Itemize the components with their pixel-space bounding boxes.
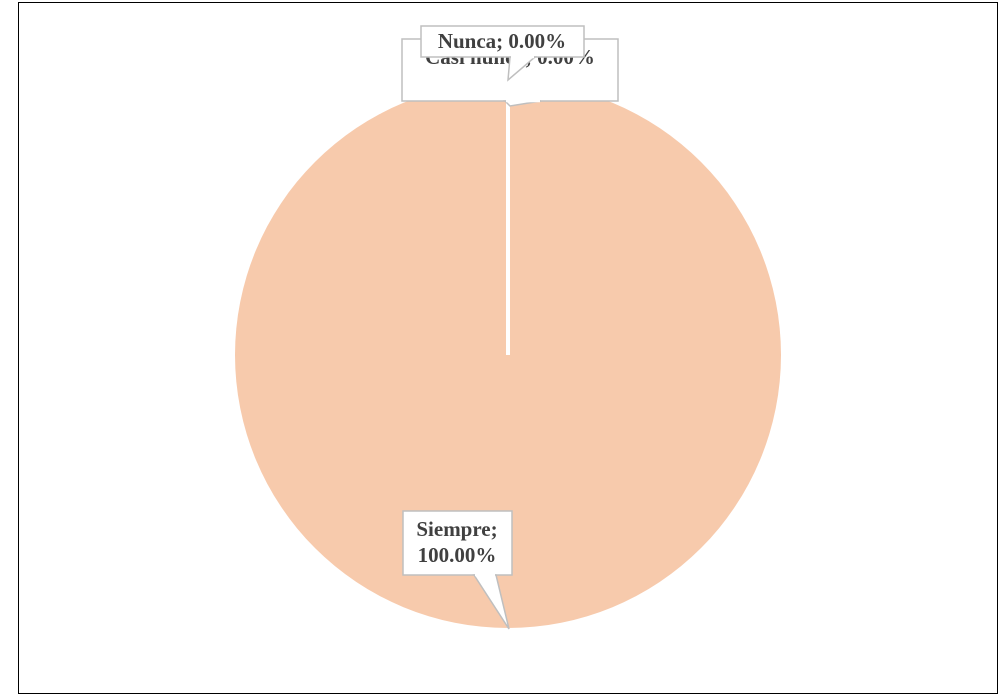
data-label-siempre: Siempre; 100.00% xyxy=(402,510,513,630)
data-label-text: Nunca; 0.00% xyxy=(438,29,566,53)
data-label-box xyxy=(402,510,513,576)
data-label-nunca: Nunca; 0.00% xyxy=(420,25,585,82)
data-label-text: Siempre; 100.00% xyxy=(416,517,497,567)
data-label-box xyxy=(420,25,585,58)
